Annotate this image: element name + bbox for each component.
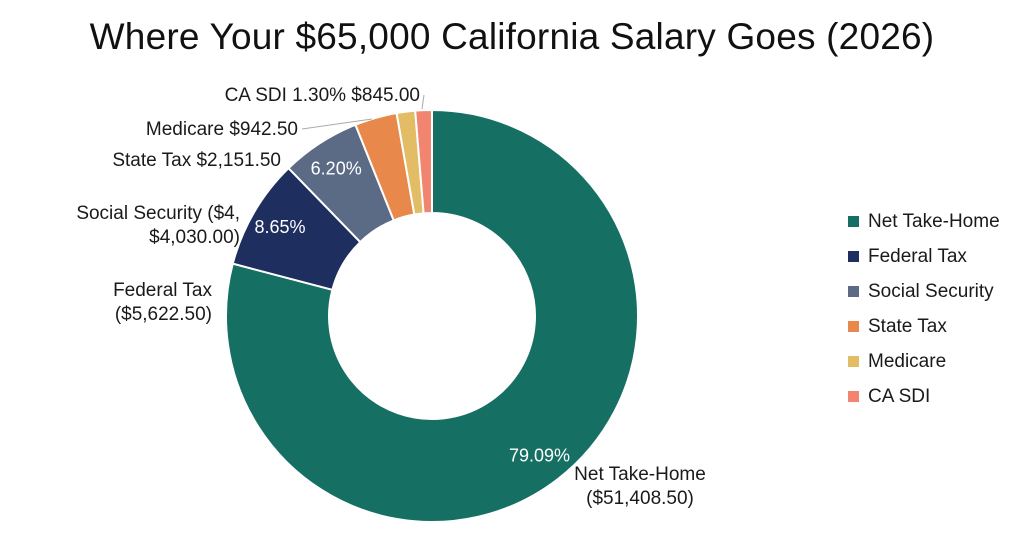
legend-swatch bbox=[848, 356, 859, 367]
slice-label-net-take-home: Net Take-Home ($51,408.50) bbox=[574, 464, 706, 509]
slice-label-ca-sdi: CA SDI 1.30% $845.00 bbox=[225, 85, 420, 106]
slice-label-state-tax: State Tax $2,151.50 bbox=[112, 150, 281, 171]
legend-swatch bbox=[848, 321, 859, 332]
legend-item-medicare: Medicare bbox=[848, 344, 1000, 379]
slice-label-medicare: Medicare $942.50 bbox=[146, 119, 298, 140]
legend-label: CA SDI bbox=[868, 385, 931, 407]
leader-lines-layer bbox=[301, 94, 425, 130]
legend-label: Medicare bbox=[868, 350, 947, 372]
legend-item-federal-tax: Federal Tax bbox=[848, 239, 1000, 274]
legend-label: Net Take-Home bbox=[868, 210, 1000, 232]
legend-label: Federal Tax bbox=[868, 245, 967, 267]
percent-label-net-take-home: 79.09% bbox=[509, 445, 570, 465]
slice-label-line: ($51,408.50) bbox=[586, 488, 694, 509]
leader-line-ca-sdi bbox=[421, 94, 425, 110]
legend-swatch bbox=[848, 251, 859, 262]
chart-title: Where Your $65,000 California Salary Goe… bbox=[89, 16, 935, 57]
legend-item-ca-sdi: CA SDI bbox=[848, 379, 1000, 414]
slice-label-line: Social Security ($4, bbox=[76, 203, 240, 224]
slice-ca-sdi bbox=[414, 108, 433, 215]
slice-label-line: CA SDI 1.30% $845.00 bbox=[225, 85, 420, 106]
legend-item-social-security: Social Security bbox=[848, 274, 1000, 309]
leader-line-medicare bbox=[301, 118, 373, 130]
slice-label-line: ($5,622.50) bbox=[115, 304, 212, 325]
slice-label-social-security: Social Security ($4, $4,030.00) bbox=[76, 203, 240, 248]
legend-swatch bbox=[848, 286, 859, 297]
slices-layer bbox=[225, 108, 639, 523]
slice-label-line: Federal Tax bbox=[113, 280, 212, 301]
slice-label-federal-tax: Federal Tax ($5,622.50) bbox=[113, 280, 212, 325]
legend-label: State Tax bbox=[868, 315, 947, 337]
legend-item-net-take-home: Net Take-Home bbox=[848, 204, 1000, 239]
legend-swatch bbox=[848, 391, 859, 402]
legend-item-state-tax: State Tax bbox=[848, 309, 1000, 344]
legend: Net Take-Home Federal Tax Social Security S… bbox=[848, 204, 1000, 414]
percent-label-federal-tax: 8.65% bbox=[255, 217, 306, 237]
slice-label-line: $4,030.00) bbox=[149, 227, 240, 248]
slice-label-line: State Tax $2,151.50 bbox=[112, 150, 281, 171]
labels-layer: 79.09%Net Take-Home ($51,408.50) 8.65% Fede… bbox=[76, 85, 706, 509]
slice-label-line: Medicare $942.50 bbox=[146, 119, 298, 140]
legend-swatch bbox=[848, 216, 859, 227]
slice-label-line: Net Take-Home bbox=[574, 464, 706, 485]
percent-label-social-security: 6.20% bbox=[311, 158, 362, 178]
legend-label: Social Security bbox=[868, 280, 994, 302]
slice-net-take-home bbox=[225, 108, 639, 523]
